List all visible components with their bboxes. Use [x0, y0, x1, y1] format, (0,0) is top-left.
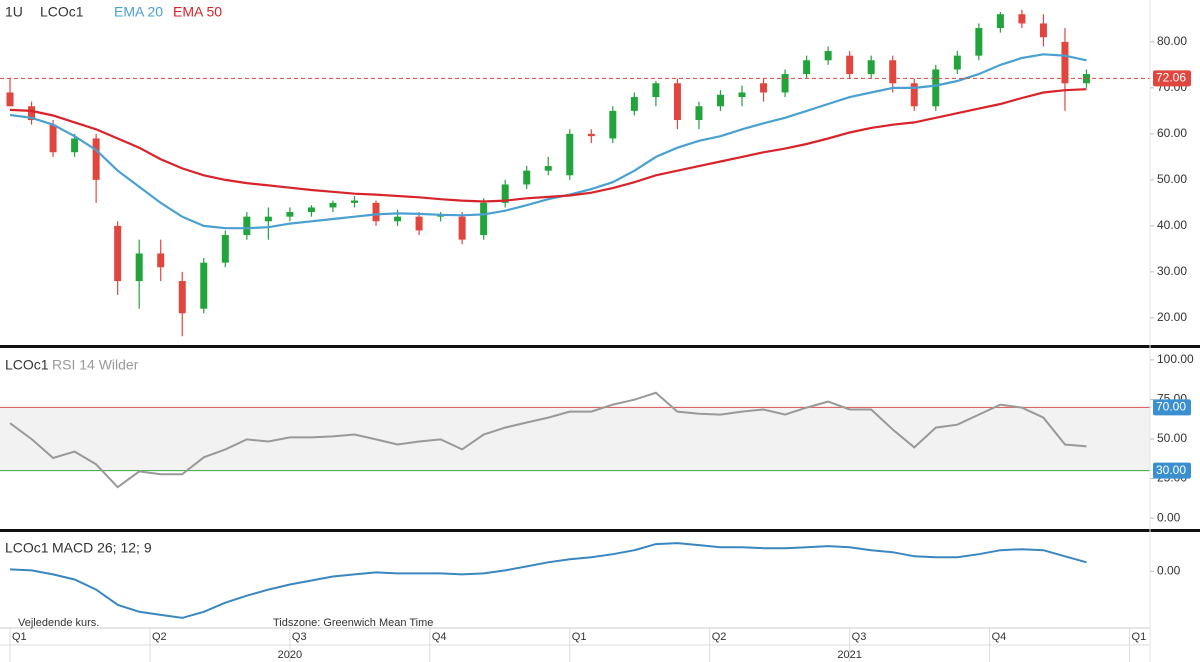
candle-body	[587, 133, 595, 137]
candle-body	[114, 225, 122, 282]
indicator-name: RSI 14 Wilder	[52, 357, 139, 373]
y-tick-label: 50.00	[1157, 431, 1187, 445]
level-badge	[1153, 462, 1191, 479]
y-tick-label: 100.00	[1157, 352, 1194, 366]
x-tick-label: Q1	[12, 631, 27, 643]
year-label: 2021	[837, 649, 861, 661]
candle-body	[6, 92, 14, 107]
plot-layer: 20.00 30.00 40.00 50.00 60.00 70.00 80.00 72.06…	[0, 9, 1194, 662]
candle-body	[264, 216, 272, 222]
candle-body	[824, 51, 832, 61]
price-badge-label: 72.06	[1156, 71, 1186, 85]
symbol: LCOc1	[40, 4, 84, 20]
candle-body	[71, 138, 79, 153]
candle-body	[178, 281, 186, 314]
x-tick-label: Q2	[712, 631, 727, 643]
level-band	[0, 407, 1150, 471]
x-tick-label: Q1	[1132, 631, 1147, 643]
y-tick-label: 40.00	[1157, 218, 1187, 232]
candle-body	[221, 235, 229, 263]
candle-body	[695, 106, 703, 121]
indicator-line	[9, 542, 1087, 619]
candle-body	[609, 110, 617, 139]
candle-body	[501, 184, 509, 203]
candle-body	[781, 74, 789, 93]
x-tick-label: Q3	[292, 631, 307, 643]
year-label: 2020	[278, 649, 302, 661]
candle-body	[1061, 41, 1069, 84]
candle-body	[415, 216, 423, 231]
symbol: LCOc1	[5, 540, 49, 556]
timezone-note: Tidszone: Greenwich Mean Time	[273, 617, 433, 629]
candle-body	[932, 69, 940, 107]
candle-body	[673, 83, 681, 121]
candle-body	[157, 253, 165, 268]
legend-ema20: EMA 20	[114, 4, 163, 20]
y-tick-label: 0.00	[1157, 510, 1181, 524]
candle-body	[243, 216, 251, 236]
candle-body	[135, 253, 143, 282]
y-tick-label: 30.00	[1157, 264, 1187, 278]
candle-body	[372, 202, 380, 222]
ema-line	[9, 88, 1087, 203]
x-tick-label: Q2	[152, 631, 167, 643]
x-tick-label: Q3	[852, 631, 867, 643]
candle-body	[307, 207, 315, 213]
symbol: LCOc1	[5, 357, 49, 373]
candle-body	[975, 28, 983, 56]
candle-body	[846, 55, 854, 75]
level-badge	[1153, 399, 1191, 416]
candle-body	[760, 83, 768, 93]
panel-separator	[0, 529, 1200, 532]
y-tick-label: 50.00	[1157, 172, 1187, 186]
price-badge	[1153, 70, 1191, 87]
indicator-name: MACD 26; 12; 9	[52, 540, 152, 556]
footer-note: Vejledende kurs.	[18, 617, 99, 629]
candle-body	[716, 94, 724, 107]
indicator-line	[9, 391, 1087, 489]
candle-body	[286, 212, 294, 217]
candle-body	[480, 202, 488, 236]
panel-separator	[0, 345, 1200, 348]
candle-body	[92, 138, 100, 180]
candle-body	[889, 60, 897, 84]
x-tick-label: Q4	[992, 631, 1007, 643]
candle-body	[544, 166, 552, 171]
y-tick-label: 0.00	[1157, 564, 1181, 578]
candle-body	[953, 55, 961, 70]
candle-body	[867, 60, 875, 75]
candle-body	[523, 170, 531, 185]
y-tick-label: 80.00	[1157, 34, 1187, 48]
candle-body	[738, 92, 746, 98]
candle-body	[28, 106, 36, 121]
x-tick-label: Q4	[432, 631, 447, 643]
legend-ema50: EMA 50	[173, 4, 222, 20]
x-tick-label: Q1	[572, 631, 587, 643]
candle-body	[1018, 14, 1026, 24]
interval: 1U	[5, 4, 23, 20]
ema-line	[9, 53, 1087, 230]
candle-body	[996, 14, 1004, 29]
level-badge-label: 70.00	[1156, 400, 1186, 414]
candle-body	[1039, 23, 1047, 38]
candle-body	[803, 60, 811, 75]
candle-body	[350, 200, 358, 203]
candle-body	[910, 83, 918, 107]
candle-body	[200, 262, 208, 309]
candle-body	[329, 202, 337, 208]
candle-body	[652, 83, 660, 98]
level-badge-label: 30.00	[1156, 463, 1186, 477]
candle-body	[49, 124, 57, 153]
y-tick-label: 60.00	[1157, 126, 1187, 140]
candle-body	[394, 216, 402, 222]
candle-body	[566, 133, 574, 176]
candle-body	[630, 97, 638, 111]
candle-body	[458, 216, 466, 240]
y-tick-label: 20.00	[1157, 310, 1187, 324]
